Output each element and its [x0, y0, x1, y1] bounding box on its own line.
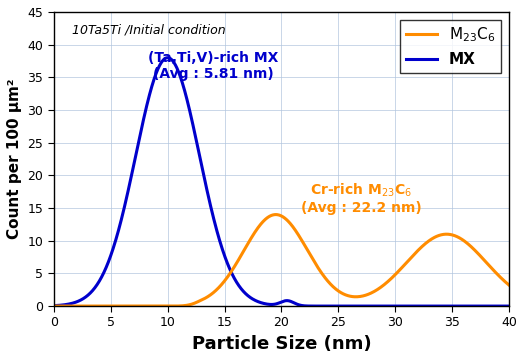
Text: 10Ta5Ti /Initial condition: 10Ta5Ti /Initial condition	[72, 24, 226, 37]
Legend: $\mathrm{M_{23}C_6}$, MX: $\mathrm{M_{23}C_6}$, MX	[400, 19, 501, 73]
Text: Cr-rich M$_{23}$C$_6$
(Avg : 22.2 nm): Cr-rich M$_{23}$C$_6$ (Avg : 22.2 nm)	[301, 182, 421, 216]
Y-axis label: Count per 100 μm²: Count per 100 μm²	[7, 79, 22, 239]
Text: (Ta,Ti,V)-rich MX
(Avg : 5.81 nm): (Ta,Ti,V)-rich MX (Avg : 5.81 nm)	[148, 51, 278, 81]
X-axis label: Particle Size (nm): Particle Size (nm)	[192, 335, 372, 353]
